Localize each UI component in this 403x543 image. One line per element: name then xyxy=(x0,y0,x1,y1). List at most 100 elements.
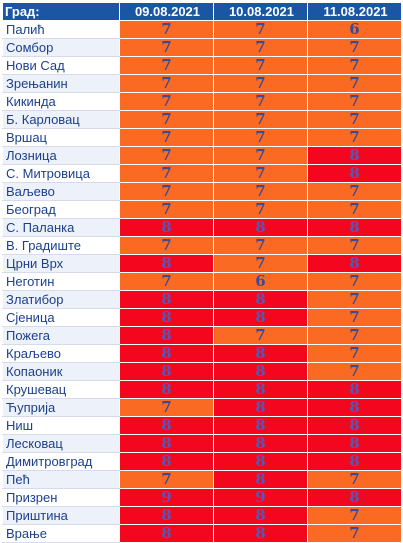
uv-value-cell: 7 xyxy=(213,236,308,255)
uv-value-cell: 7 xyxy=(119,74,214,93)
table-row: Ваљево 7 7 7 xyxy=(2,182,402,201)
uv-value-cell: 9 xyxy=(213,488,308,507)
table-row: Сјеница 8 8 7 xyxy=(2,308,402,327)
city-name: Копаоник xyxy=(2,362,120,381)
table-row: Палић 7 7 6 xyxy=(2,20,402,39)
table-row: Приштина 8 8 7 xyxy=(2,506,402,525)
table-row: Црни Врх 8 7 8 xyxy=(2,254,402,273)
uv-value-cell: 8 xyxy=(119,326,214,345)
table-row: С. Паланка 8 8 8 xyxy=(2,218,402,237)
uv-value-cell: 7 xyxy=(307,110,402,129)
table-row: Лозница 7 7 8 xyxy=(2,146,402,165)
uv-value-cell: 7 xyxy=(213,74,308,93)
uv-value-cell: 7 xyxy=(307,506,402,525)
uv-value-cell: 7 xyxy=(307,326,402,345)
table-row: Димитровград 8 8 8 xyxy=(2,452,402,471)
table-row: В. Градиште 7 7 7 xyxy=(2,236,402,255)
uv-value-cell: 7 xyxy=(213,254,308,273)
uv-value-cell: 8 xyxy=(213,344,308,363)
city-name: Ниш xyxy=(2,416,120,435)
uv-value-cell: 7 xyxy=(307,236,402,255)
city-name: Пећ xyxy=(2,470,120,489)
city-name: С. Митровица xyxy=(2,164,120,183)
table-row: Лесковац 8 8 8 xyxy=(2,434,402,453)
uv-value-cell: 7 xyxy=(213,326,308,345)
uv-value-cell: 8 xyxy=(307,218,402,237)
uv-value-cell: 7 xyxy=(213,92,308,111)
uv-value-cell: 7 xyxy=(307,182,402,201)
city-name: Београд xyxy=(2,200,120,219)
uv-value-cell: 8 xyxy=(213,470,308,489)
uv-value-cell: 7 xyxy=(119,110,214,129)
date-column-header: 09.08.2021 xyxy=(119,2,214,21)
uv-value-cell: 8 xyxy=(213,452,308,471)
table-row: Неготин 7 6 7 xyxy=(2,272,402,291)
uv-value-cell: 8 xyxy=(119,416,214,435)
table-row: Краљево 8 8 7 xyxy=(2,344,402,363)
city-name: Црни Врх xyxy=(2,254,120,273)
uv-value-cell: 8 xyxy=(119,308,214,327)
uv-value-cell: 7 xyxy=(213,38,308,57)
table-row: Копаоник 8 8 7 xyxy=(2,362,402,381)
uv-value-cell: 8 xyxy=(307,416,402,435)
city-name: Нови Сад xyxy=(2,56,120,75)
table-row: Сомбор 7 7 7 xyxy=(2,38,402,57)
uv-value-cell: 7 xyxy=(213,182,308,201)
city-name: Лозница xyxy=(2,146,120,165)
table-row: Ћуприја 7 8 8 xyxy=(2,398,402,417)
uv-value-cell: 7 xyxy=(307,524,402,543)
city-name: Зрењанин xyxy=(2,74,120,93)
uv-value-cell: 8 xyxy=(213,380,308,399)
table-row: Пожега 8 7 7 xyxy=(2,326,402,345)
city-name: Призрен xyxy=(2,488,120,507)
uv-value-cell: 7 xyxy=(119,92,214,111)
uv-value-cell: 6 xyxy=(307,20,402,39)
uv-value-cell: 8 xyxy=(119,344,214,363)
uv-value-cell: 8 xyxy=(213,506,308,525)
header-row: Град: 09.08.2021 10.08.2021 11.08.2021 xyxy=(2,2,402,21)
city-name: Димитровград xyxy=(2,452,120,471)
uv-value-cell: 7 xyxy=(119,236,214,255)
uv-value-cell: 8 xyxy=(307,146,402,165)
uv-value-cell: 7 xyxy=(307,308,402,327)
city-name: Б. Карловац xyxy=(2,110,120,129)
uv-value-cell: 8 xyxy=(307,254,402,273)
uv-value-cell: 8 xyxy=(213,290,308,309)
uv-value-cell: 8 xyxy=(213,362,308,381)
uv-value-cell: 8 xyxy=(119,434,214,453)
uv-value-cell: 8 xyxy=(307,398,402,417)
city-name: Ћуприја xyxy=(2,398,120,417)
table-row: Вршац 7 7 7 xyxy=(2,128,402,147)
city-name: Ваљево xyxy=(2,182,120,201)
table-row: Пећ 7 8 7 xyxy=(2,470,402,489)
uv-value-cell: 7 xyxy=(213,56,308,75)
uv-value-cell: 8 xyxy=(119,362,214,381)
uv-value-cell: 7 xyxy=(119,128,214,147)
table-row: Београд 7 7 7 xyxy=(2,200,402,219)
table-row: Призрен 9 9 8 xyxy=(2,488,402,507)
uv-value-cell: 7 xyxy=(119,182,214,201)
uv-value-cell: 7 xyxy=(119,38,214,57)
uv-value-cell: 7 xyxy=(307,344,402,363)
uv-value-cell: 8 xyxy=(119,524,214,543)
table-body: Палић 7 7 6 Сомбор 7 7 7 Нови Сад 7 7 7 Зрењанин 7 7 7 К… xyxy=(2,20,402,543)
uv-value-cell: 8 xyxy=(307,434,402,453)
date-column-header: 10.08.2021 xyxy=(213,2,308,21)
city-name: Врање xyxy=(2,524,120,543)
uv-value-cell: 8 xyxy=(119,506,214,525)
uv-value-cell: 8 xyxy=(119,254,214,273)
city-name: Сомбор xyxy=(2,38,120,57)
city-name: Крушевац xyxy=(2,380,120,399)
table-row: Зрењанин 7 7 7 xyxy=(2,74,402,93)
uv-value-cell: 7 xyxy=(307,290,402,309)
table-row: Б. Карловац 7 7 7 xyxy=(2,110,402,129)
city-name: С. Паланка xyxy=(2,218,120,237)
uv-value-cell: 8 xyxy=(119,380,214,399)
uv-value-cell: 7 xyxy=(307,362,402,381)
uv-value-cell: 8 xyxy=(307,488,402,507)
uv-value-cell: 7 xyxy=(119,470,214,489)
uv-value-cell: 8 xyxy=(307,380,402,399)
table-row: Кикинда 7 7 7 xyxy=(2,92,402,111)
uv-value-cell: 7 xyxy=(213,110,308,129)
